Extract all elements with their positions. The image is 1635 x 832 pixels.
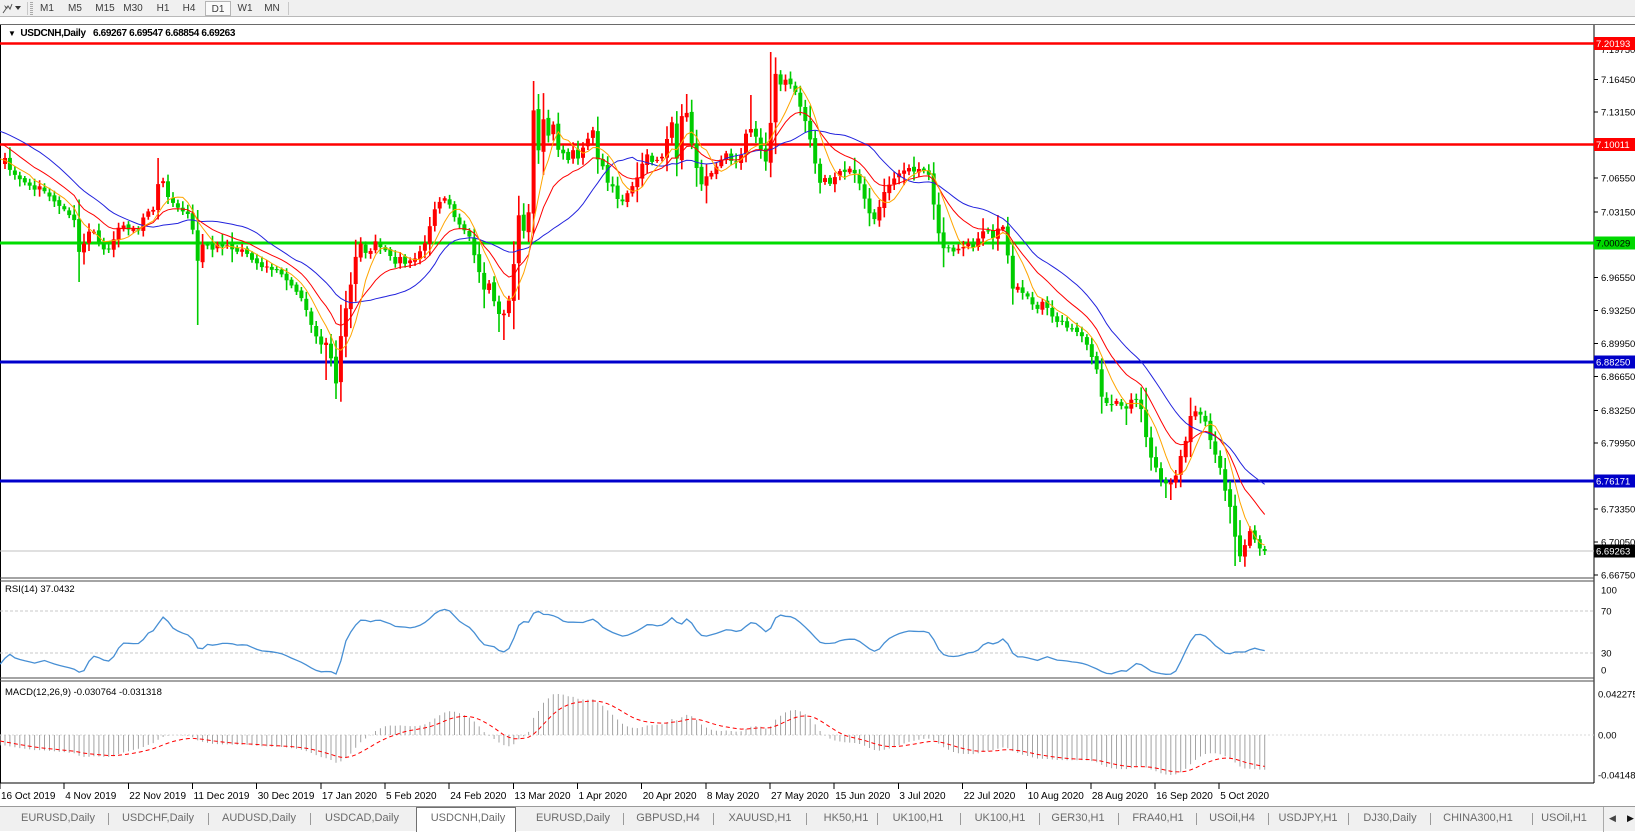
svg-text:7.06550: 7.06550 [1601, 174, 1635, 185]
svg-text:6.83250: 6.83250 [1601, 406, 1635, 417]
svg-text:6.70050: 6.70050 [1601, 537, 1635, 548]
svg-text:27 May 2020: 27 May 2020 [771, 791, 829, 802]
svg-text:10 Aug 2020: 10 Aug 2020 [1028, 791, 1085, 802]
svg-text:0: 0 [1601, 666, 1606, 677]
svg-text:17 Jan 2020: 17 Jan 2020 [322, 791, 377, 802]
svg-text:7.00029: 7.00029 [1596, 239, 1630, 250]
svg-text:6.69263: 6.69263 [1596, 547, 1630, 558]
svg-text:5 Feb 2020: 5 Feb 2020 [386, 791, 437, 802]
svg-text:6.86650: 6.86650 [1601, 372, 1635, 383]
svg-text:22 Nov 2019: 22 Nov 2019 [129, 791, 186, 802]
svg-text:16 Sep 2020: 16 Sep 2020 [1156, 791, 1213, 802]
svg-text:22 Jul 2020: 22 Jul 2020 [964, 791, 1016, 802]
svg-text:7.19750: 7.19750 [1601, 45, 1635, 56]
svg-text:6.89950: 6.89950 [1601, 339, 1635, 350]
svg-text:6.79950: 6.79950 [1601, 439, 1635, 450]
svg-text:6.66750: 6.66750 [1601, 570, 1635, 581]
svg-text:6.96550: 6.96550 [1601, 273, 1635, 284]
svg-text:15 Jun 2020: 15 Jun 2020 [835, 791, 890, 802]
svg-text:4 Nov 2019: 4 Nov 2019 [65, 791, 117, 802]
svg-text:30: 30 [1601, 649, 1612, 660]
svg-text:7.13150: 7.13150 [1601, 108, 1635, 119]
svg-text:0.00: 0.00 [1598, 731, 1617, 742]
svg-text:16 Oct 2019: 16 Oct 2019 [1, 791, 56, 802]
svg-text:70: 70 [1601, 607, 1612, 618]
svg-text:24 Feb 2020: 24 Feb 2020 [450, 791, 507, 802]
svg-text:6.73350: 6.73350 [1601, 505, 1635, 516]
svg-text:3 Jul 2020: 3 Jul 2020 [899, 791, 946, 802]
svg-text:7.16450: 7.16450 [1601, 75, 1635, 86]
svg-text:11 Dec 2019: 11 Dec 2019 [194, 791, 250, 802]
svg-text:6.93250: 6.93250 [1601, 306, 1635, 317]
svg-text:100: 100 [1601, 586, 1617, 597]
svg-text:6.76171: 6.76171 [1596, 477, 1630, 488]
svg-text:28 Aug 2020: 28 Aug 2020 [1092, 791, 1149, 802]
svg-text:8 May 2020: 8 May 2020 [707, 791, 760, 802]
svg-text:7.20193: 7.20193 [1596, 39, 1630, 50]
svg-text:-0.0414850: -0.0414850 [1598, 771, 1635, 782]
svg-text:7.10011: 7.10011 [1596, 140, 1630, 151]
svg-text:13 Mar 2020: 13 Mar 2020 [514, 791, 571, 802]
svg-text:20 Apr 2020: 20 Apr 2020 [643, 791, 697, 802]
svg-text:30 Dec 2019: 30 Dec 2019 [258, 791, 315, 802]
svg-text:7.03150: 7.03150 [1601, 207, 1635, 218]
svg-text:5 Oct 2020: 5 Oct 2020 [1220, 791, 1269, 802]
svg-text:6.88250: 6.88250 [1596, 358, 1630, 369]
svg-text:1 Apr 2020: 1 Apr 2020 [579, 791, 628, 802]
